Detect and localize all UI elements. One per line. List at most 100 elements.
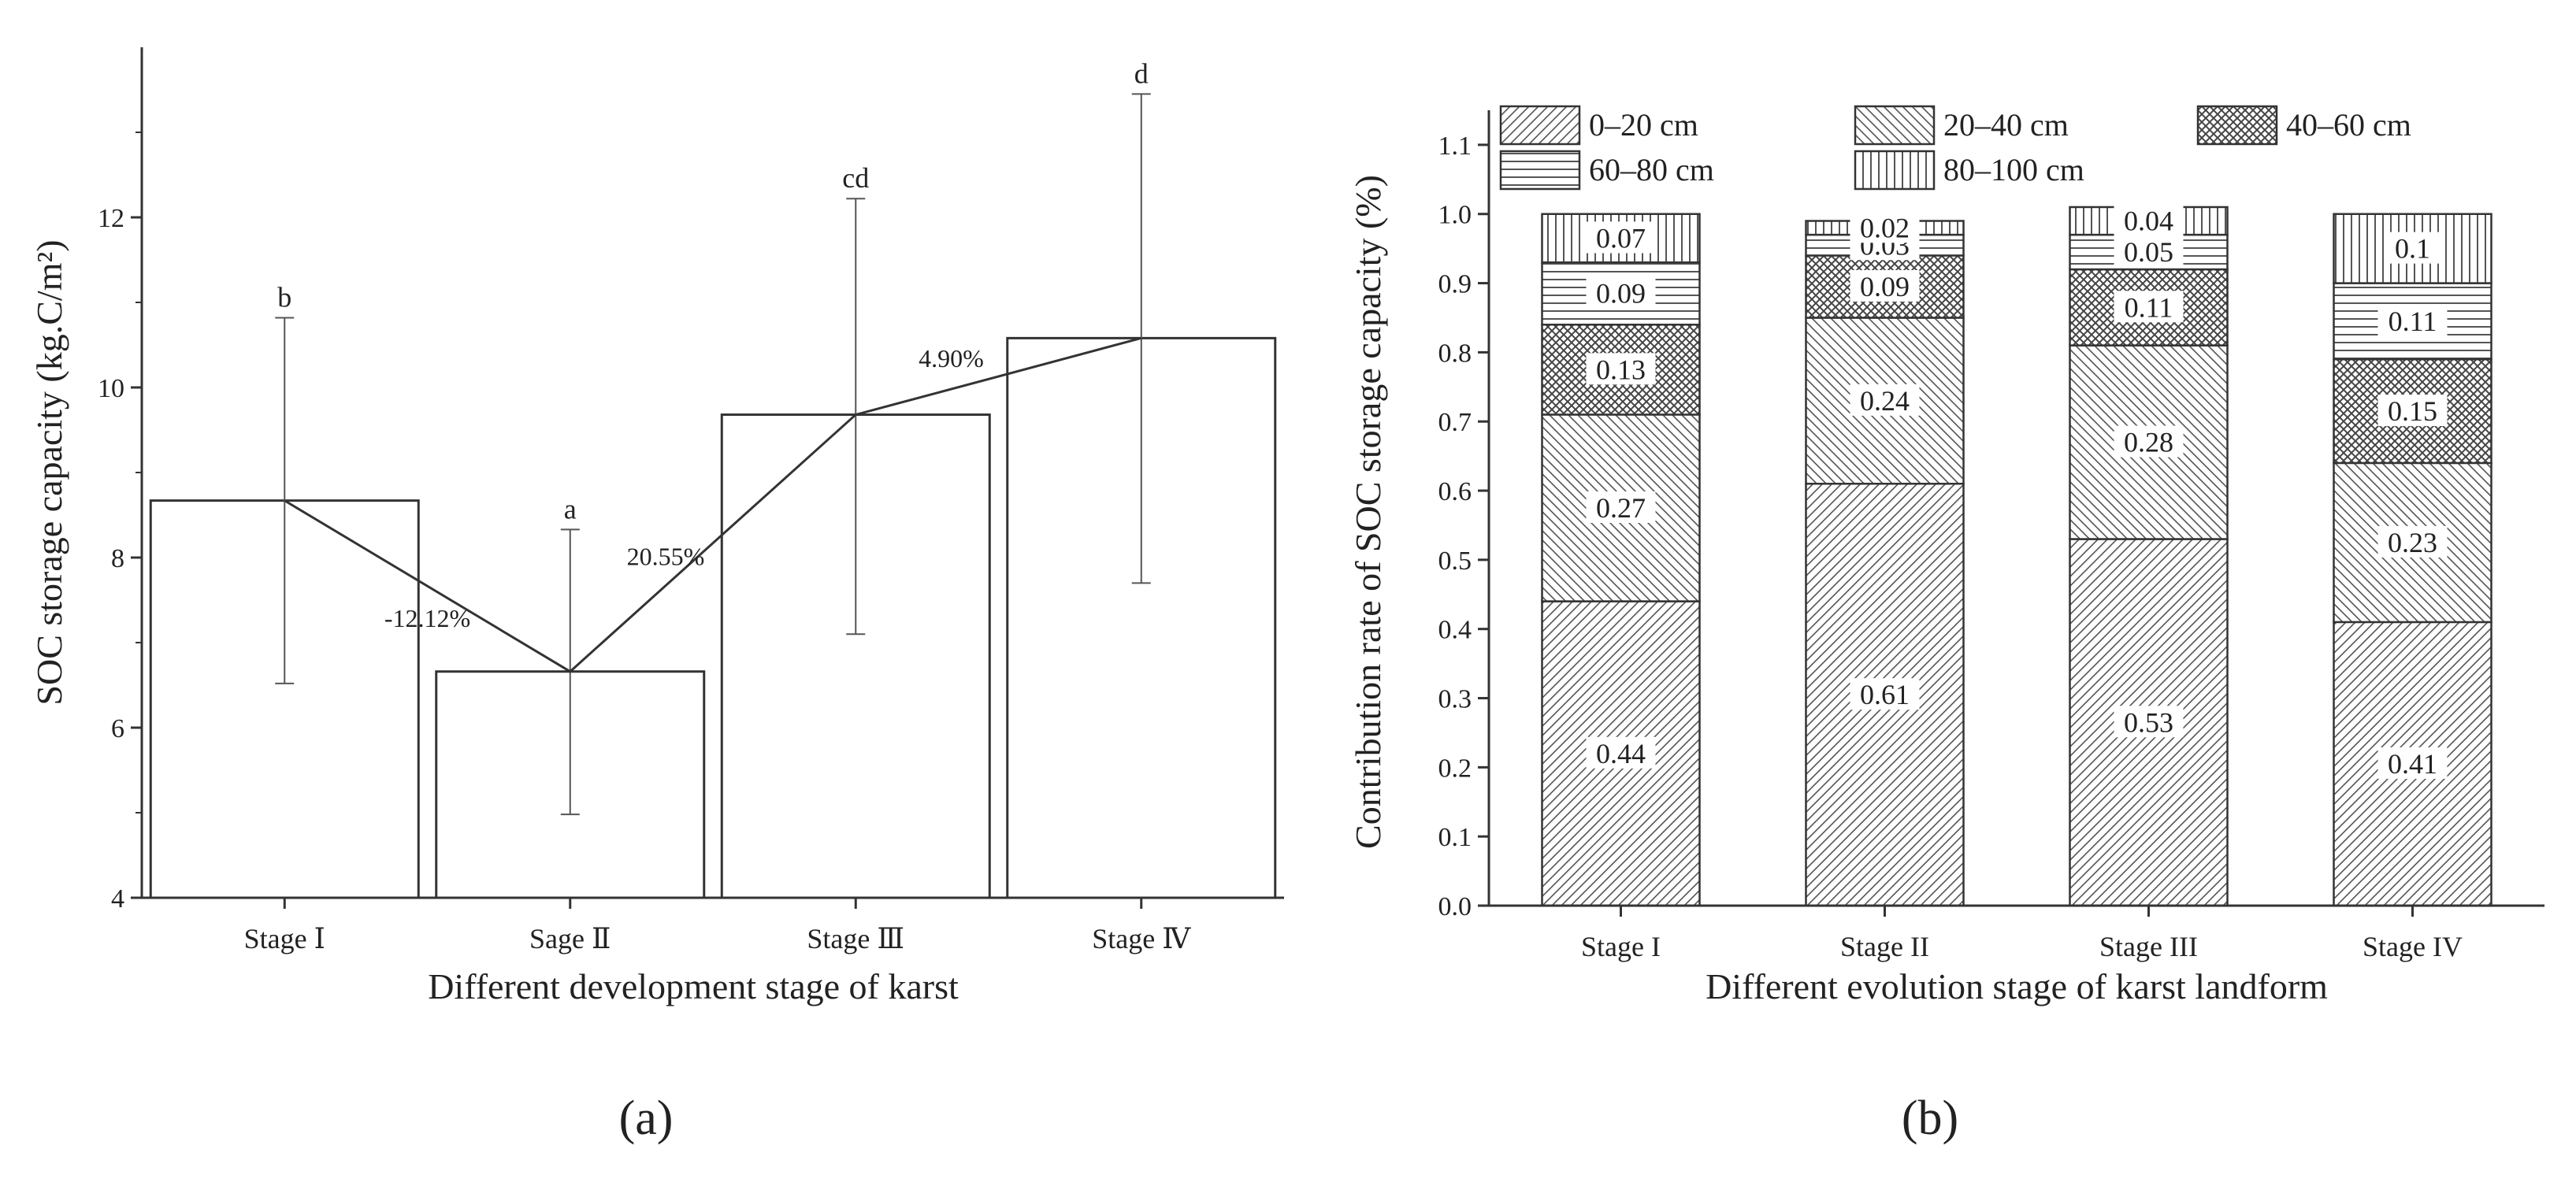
segment-label-bg	[1586, 221, 1656, 254]
segment-label-bg	[2114, 235, 2184, 268]
significance-letter: b	[277, 281, 291, 313]
segment-label: 0.1	[2395, 233, 2430, 265]
legend-swatch	[1854, 105, 1936, 146]
segment-label-bg	[1850, 678, 1920, 710]
segment-label-bg	[2114, 706, 2184, 738]
bar-segment	[2333, 282, 2492, 361]
y-tick-label: 1.1	[1438, 132, 1472, 161]
segment-label: 0.11	[2125, 291, 2173, 323]
panel-a-significance-letters: b a cd d	[277, 57, 1149, 524]
x-tick-label: Stage II	[1840, 931, 1929, 962]
x-tick-label: Stage III	[2099, 931, 2198, 962]
y-tick-label: 10	[98, 374, 124, 403]
segment-label-bg	[2114, 204, 2184, 236]
x-tick-label: Stage Ⅰ	[244, 923, 325, 954]
panel-b-y-ticks: 0.0 0.1 0.2 0.3 0.4 0.5 0.6 0.7 0.8 0.9 1.0 1.1	[1438, 132, 1489, 921]
segment-label-bg	[1586, 491, 1656, 523]
panel-b-legend: 0–20 cm 20–40 cm 40–60 cm 60–80 cm 80–100 cm	[1499, 105, 2411, 191]
x-tick-label: Sage Ⅱ	[529, 923, 611, 954]
segment-label: 0.13	[1596, 354, 1646, 385]
panel-a-label: (a)	[619, 1091, 674, 1145]
panel-b-label: (b)	[1902, 1091, 1958, 1145]
significance-letter: a	[564, 493, 577, 524]
legend-label: 20–40 cm	[1943, 107, 2069, 143]
x-tick-label: Stage Ⅲ	[807, 923, 904, 954]
legend-label: 60–80 cm	[1589, 152, 1714, 187]
y-tick-label: 0.5	[1438, 547, 1472, 576]
panel-a-x-axis-label: Different development stage of karst	[428, 966, 959, 1006]
y-tick-label: 0.1	[1438, 823, 1472, 852]
y-tick-label: 0.2	[1438, 754, 1472, 783]
legend-label: 80–100 cm	[1943, 152, 2084, 187]
segment-label: 0.27	[1596, 492, 1646, 524]
panel-b-contribution-chart: 0.440.270.130.090.070.610.240.090.030.02…	[1348, 105, 2544, 1145]
segment-label: 0.24	[1860, 385, 1910, 417]
segment-label: 0.53	[2124, 706, 2173, 738]
legend-swatch	[1499, 105, 1581, 146]
segment-label-bg	[1586, 353, 1656, 385]
y-tick-label: 1.0	[1438, 201, 1472, 230]
significance-letter: cd	[842, 162, 869, 194]
y-tick-label: 0.6	[1438, 477, 1472, 506]
segment-label-bg	[1850, 269, 1920, 302]
panel-b-x-ticks: Stage I Stage II Stage III Stage IV	[1581, 906, 2463, 962]
segment-label: 0.09	[1860, 271, 1910, 302]
segment-label: 0.05	[2124, 236, 2173, 268]
segment-label: 0.02	[1860, 212, 1910, 243]
x-tick-label: Stage I	[1581, 931, 1661, 962]
y-tick-label: 0.7	[1438, 408, 1472, 437]
y-tick-label: 12	[98, 204, 124, 233]
segment-label-bg	[2377, 747, 2448, 779]
segment-label-bg	[2377, 395, 2448, 427]
y-tick-label: 0.0	[1438, 892, 1472, 921]
segment-label: 0.61	[1860, 679, 1910, 710]
panel-b-segment-labels: 0.440.270.130.090.070.610.240.090.030.02…	[1586, 204, 2448, 780]
panel-b-stacked-bars	[1541, 206, 2492, 907]
legend-label: 0–20 cm	[1589, 107, 1698, 143]
segment-label: 0.15	[2388, 395, 2437, 427]
y-tick-label: 0.4	[1438, 616, 1472, 645]
segment-label-bg	[1850, 211, 1920, 243]
change-label: 20.55%	[627, 543, 705, 571]
y-tick-label: 8	[111, 544, 124, 573]
segment-label-bg	[2114, 291, 2184, 323]
segment-label-bg	[1586, 736, 1656, 769]
significance-letter: d	[1134, 57, 1149, 89]
segment-label-bg	[2377, 304, 2448, 336]
segment-label: 0.28	[2124, 427, 2173, 458]
segment-label-bg	[2377, 525, 2448, 558]
legend-label: 40–60 cm	[2286, 107, 2411, 143]
panel-b-y-axis-label: Contribution rate of SOC storage capacit…	[1348, 175, 1388, 849]
segment-label-bg	[1850, 384, 1920, 416]
y-tick-label: 0.8	[1438, 339, 1472, 368]
change-label: -12.12%	[384, 604, 470, 632]
panel-a-bars	[149, 336, 1277, 899]
panel-a-x-ticks: Stage Ⅰ Sage Ⅱ Stage Ⅲ Stage Ⅳ	[244, 898, 1191, 954]
x-tick-label: Stage IV	[2363, 931, 2463, 962]
segment-label-bg	[2114, 425, 2184, 458]
legend-swatch	[2196, 105, 2278, 146]
x-tick-label: Stage Ⅳ	[1092, 923, 1191, 954]
change-label: 4.90%	[919, 344, 984, 372]
segment-label: 0.23	[2388, 527, 2437, 558]
panel-a-y-axis-label: SOC storage capacity (kg.C/m²)	[29, 239, 69, 705]
panel-a-change-labels: -12.12% 20.55% 4.90%	[384, 344, 984, 632]
segment-label-bg	[1586, 276, 1656, 309]
panel-b-x-axis-label: Different evolution stage of karst landf…	[1706, 966, 2328, 1006]
segment-label: 0.41	[2388, 748, 2437, 780]
segment-label: 0.07	[1596, 222, 1646, 254]
segment-label-bg	[2385, 232, 2440, 264]
y-tick-label: 0.3	[1438, 685, 1472, 714]
segment-label: 0.11	[2389, 306, 2437, 337]
segment-label: 0.44	[1596, 738, 1646, 769]
segment-label: 0.09	[1596, 278, 1646, 309]
y-tick-label: 4	[111, 884, 124, 914]
y-tick-label: 0.9	[1438, 270, 1472, 299]
legend-swatch	[1499, 150, 1581, 191]
legend-swatch	[1854, 150, 1936, 191]
panel-a-y-ticks: 4 6 8 10 12	[98, 132, 142, 914]
panel-a-trend-line	[284, 336, 1142, 673]
panel-a-soc-storage-chart: b a cd d -12.12% 20.55% 4.90% 4 6 8 10 12 Stage Ⅰ…	[29, 47, 1284, 1145]
segment-label: 0.04	[2124, 206, 2173, 237]
